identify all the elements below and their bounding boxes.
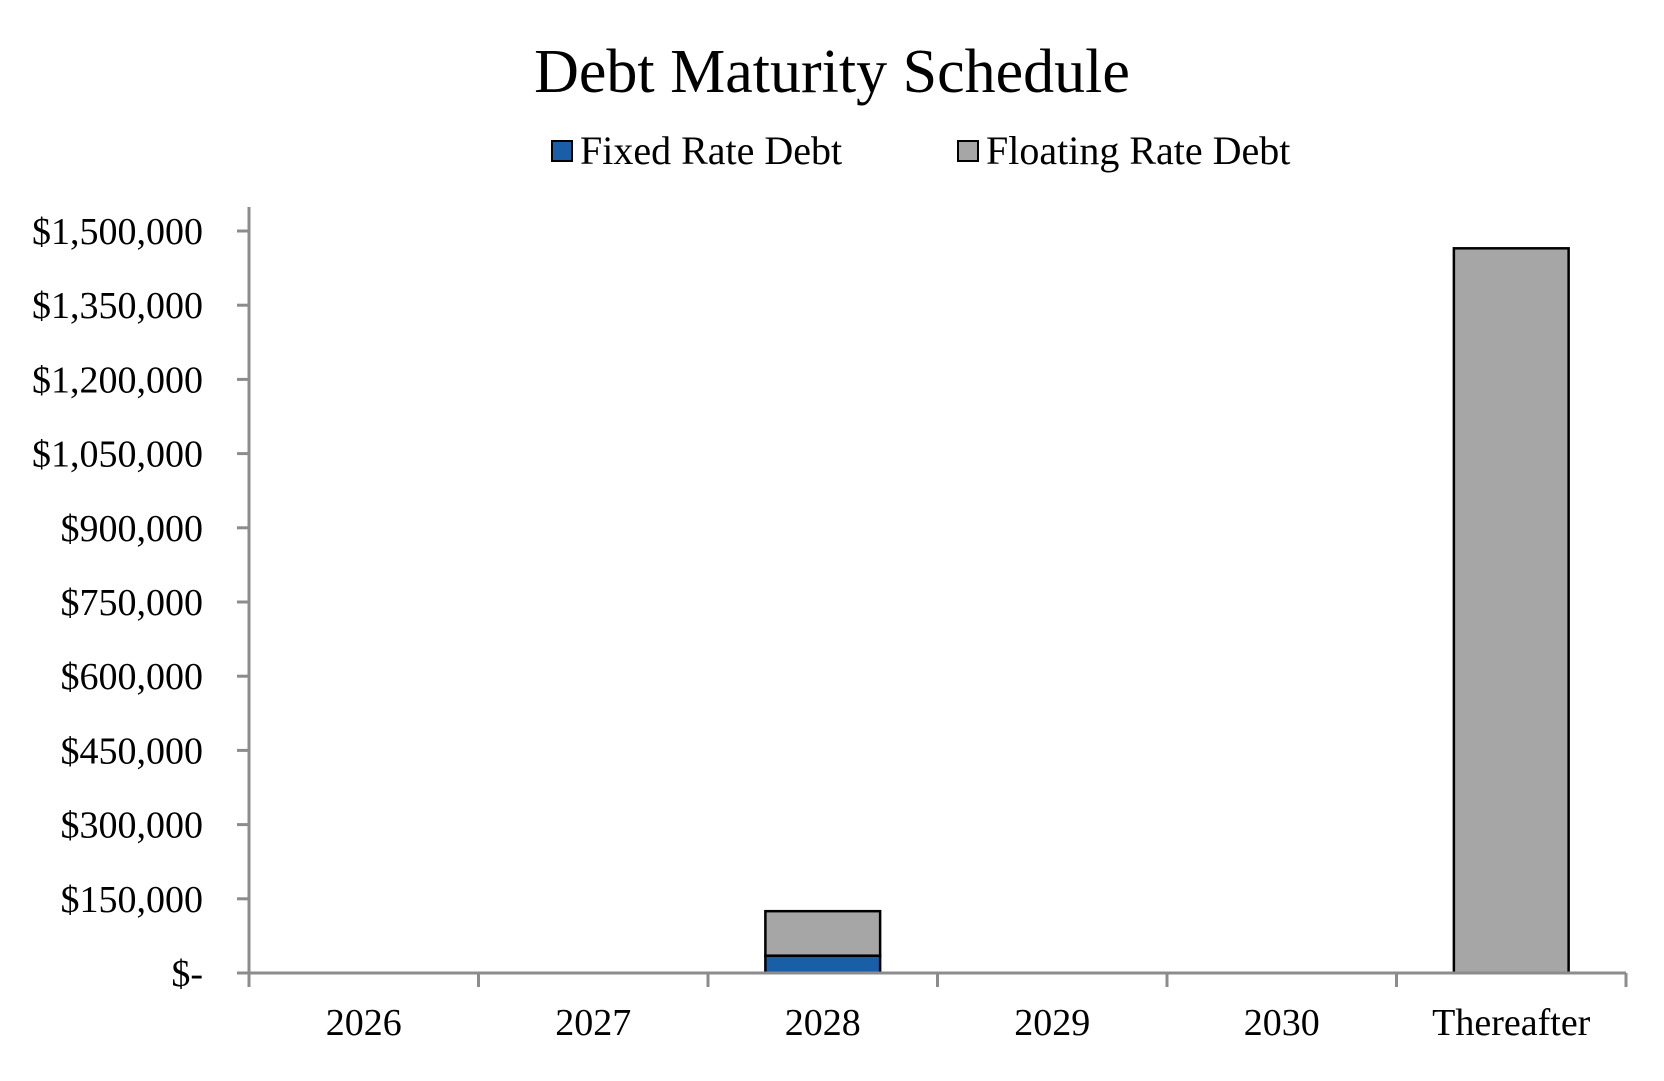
legend-label-floating-rate: Floating Rate Debt [986,128,1290,173]
y-tick-label: $1,050,000 [32,434,203,476]
bar-fixed-rate-2028 [764,954,882,975]
y-tick-label: $1,500,000 [32,211,203,253]
bars-layer [764,247,1570,975]
y-tick-label: $150,000 [61,879,204,921]
y-tick-label: $1,200,000 [32,359,203,401]
y-tick-label: $300,000 [61,805,204,847]
axes-layer: $- $150,000 $300,000 $450,000 $600,000 $750,0… [32,207,1628,1044]
y-tick-label: $- [171,953,203,995]
legend: Fixed Rate Debt Floating Rate Debt [551,128,1290,173]
x-tick-label: Thereafter [1432,1002,1591,1044]
legend-label-fixed-rate: Fixed Rate Debt [580,128,842,173]
y-tick-label: $1,350,000 [32,285,203,327]
y-tick-label: $750,000 [61,582,204,624]
y-tick-label: $900,000 [61,508,204,550]
y-tick-label: $450,000 [61,730,204,772]
bar-floating-rate-2028 [764,909,882,957]
x-tick-label: 2028 [785,1002,861,1044]
chart-title: Debt Maturity Schedule [534,38,1130,106]
x-tick-label: 2029 [1014,1002,1090,1044]
x-tick-label: 2026 [326,1002,402,1044]
legend-swatch-fixed-rate [551,140,573,162]
x-tick-label: 2027 [555,1002,631,1044]
x-tick-label: 2030 [1244,1002,1320,1044]
bar-floating-rate-thereafter [1452,247,1570,975]
y-tick-label: $600,000 [61,656,204,698]
legend-swatch-floating-rate [957,140,979,162]
